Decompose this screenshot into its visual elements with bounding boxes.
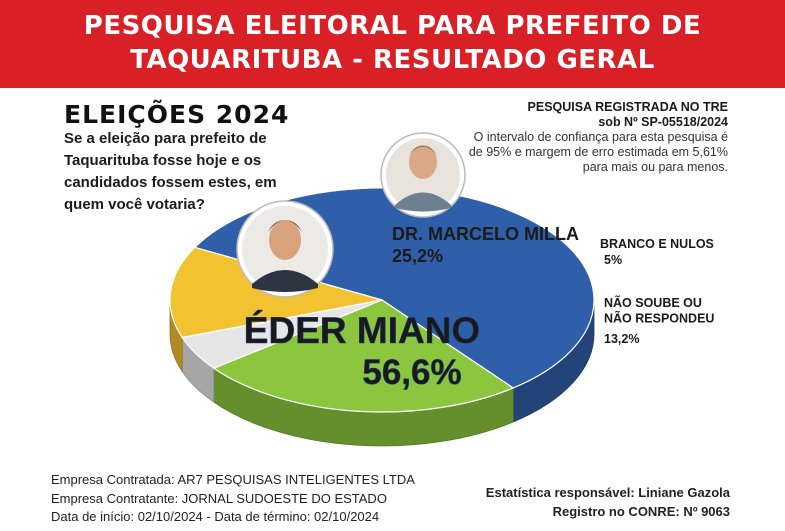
statistician: Estatística responsável: Liniane Gazola	[485, 485, 730, 500]
title-line-2: TAQUARITUBA - RESULTADO GERAL	[130, 45, 655, 75]
footer-right: Estatística responsável: Liniane Gazola …	[486, 484, 730, 521]
footer-left: Empresa Contratada: AR7 PESQUISAS INTELI…	[51, 471, 415, 527]
candidate-photo-miano	[236, 200, 334, 298]
title-banner: PESQUISA ELEITORAL PARA PREFEITO DE TAQU…	[0, 0, 785, 88]
slice-name-label: NÃO RESPONDEU	[604, 311, 714, 326]
slice-value-label: 25,2%	[392, 246, 443, 266]
confidence-text: O intervalo de confiança para esta pesqu…	[468, 130, 728, 174]
candidate-photo-milla	[380, 132, 466, 218]
slice-name-label: NÃO SOUBE OU	[604, 295, 702, 310]
slice-name-label: ÉDER MIANO	[244, 310, 480, 351]
registration-line-2: sob Nº SP-05518/2024	[598, 115, 728, 129]
title-line-1: PESQUISA ELEITORAL PARA PREFEITO DE	[83, 11, 702, 41]
slice-value-label: 13,2%	[604, 332, 639, 346]
pie-slice-1	[212, 299, 515, 413]
pie-depth	[169, 299, 595, 447]
conre-registration: Registro no CONRE: Nº 9063	[552, 503, 730, 519]
slice-value-label: 5%	[604, 253, 622, 267]
survey-dates: Data de início: 02/10/2024 - Data de tér…	[51, 509, 380, 524]
registration-note: PESQUISA REGISTRADA NO TRE sob Nº SP-055…	[468, 100, 728, 175]
elections-heading: ELEIÇÕES 2024	[64, 100, 290, 129]
contractor-company: Empresa Contratante: JORNAL SUDOESTE DO …	[51, 490, 387, 506]
slice-value-label: 56,6%	[362, 353, 461, 392]
registration-line-1: PESQUISA REGISTRADA NO TRE	[527, 100, 728, 114]
survey-question: Se a eleição para prefeito de Taquaritub…	[64, 130, 277, 213]
contracted-company: Empresa Contratada: AR7 PESQUISAS INTELI…	[51, 472, 415, 487]
slice-name-label: BRANCO E NULOS	[600, 237, 714, 251]
candidate-photos	[236, 132, 466, 298]
slice-name-label: DR. MARCELO MILLA	[392, 224, 579, 244]
